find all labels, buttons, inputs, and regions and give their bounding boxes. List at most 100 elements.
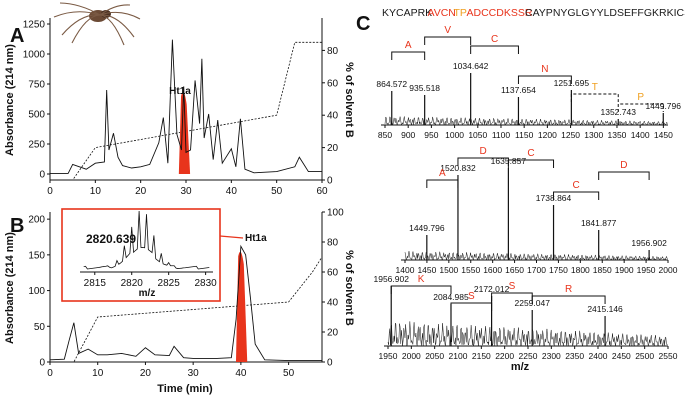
peak-label: Ht1a [245,233,267,244]
x-tick-label: 1950 [379,351,398,361]
inset-x-tick-label: 2815 [84,278,107,289]
spider-leg [59,2,101,16]
ms-inset: 2815 2820 2825 2830 m/z 2820.639 [61,208,221,302]
y-tick-label: 1000 [23,50,46,61]
ladder-residue-label: T [592,82,598,93]
spider-leg [71,14,101,44]
ladder-residue-label: V [444,25,451,36]
ladder-bracket [391,51,426,60]
x-tick-label: 850 [378,130,392,140]
y2-tick-label: 60 [327,268,339,279]
panel-label-c: C [356,13,370,35]
x-tick-label: 1850 [593,265,612,275]
x-tick-label: 2500 [635,351,654,361]
x-axis-label: m/z [511,361,530,373]
x-tick-label: 0 [47,368,53,379]
peak-label: 2172.012 [474,284,510,294]
ladder-bracket [570,93,619,102]
peak-label: 1956.902 [373,274,409,284]
peak-label: 864.572 [376,79,407,89]
x-tick-label: 2550 [659,351,678,361]
ladder-residue-label: P [637,92,644,103]
ladder-residue-label: K [418,274,425,285]
inset-x-tick-label: 2825 [158,278,181,289]
sequence-segment: CAYPNYGLGYYLDSEFFGKRKICSWRL [525,7,685,19]
x-tick-label: 10 [92,368,104,379]
y-tick-label: 500 [28,110,45,121]
y2-axis-label: % of solvent B [343,250,355,326]
x-tick-label: 50 [283,368,295,379]
x-tick-label: 2400 [589,351,608,361]
panel-b: 0 50 100 150 200 0 10 20 30 40 50 0 20 40 60 80 100 BAbso… [4,208,355,396]
ht1a-peak [178,91,191,174]
peak-label: 2415.146 [587,304,623,314]
x-tick-label: 2350 [565,351,584,361]
ladder-residue-label: C [527,148,534,159]
baseline-noise [404,251,668,261]
panel-label-b: B [10,215,24,237]
peak-label: 1841.877 [581,218,617,228]
ladder-residue-label: C [572,180,579,191]
ladder-bracket [531,295,606,304]
ladder-residue-label: N [541,64,548,75]
x-tick-label: 1950 [637,265,656,275]
x-tick-label: 1000 [445,130,464,140]
ladder-bracket [470,45,519,54]
ht1a-peak [235,251,248,362]
ladder-bracket [424,36,472,45]
inset-spectrum [83,210,210,270]
y-tick-label: 0 [39,358,45,369]
ms-spectrum-3: 1950 2000 2050 2100 2150 2200 2250 2300 2350 2400… [373,274,677,361]
x-tick-label: 2300 [542,351,561,361]
baseline-noise [387,321,668,347]
inset-x-tick-label: 2820 [121,278,144,289]
x-tick-label: 1100 [492,130,511,140]
y2-tick-label: 80 [327,46,339,57]
x-tick-label: 1450 [417,265,436,275]
x-tick-label: 1300 [584,130,603,140]
peak-label: 1520.832 [440,163,476,173]
ladder-bracket [450,302,493,311]
x-tick-label: 900 [401,130,415,140]
y2-tick-label: 40 [327,298,339,309]
x-tick-label: 2050 [425,351,444,361]
y-tick-label: 1250 [23,20,46,31]
y-axis-label: Absorbance (214 nm) [4,44,16,156]
x-tick-label: 40 [235,368,247,379]
ladder-residue-label: A [439,168,446,179]
ladder-bracket [553,191,600,200]
x-tick-label: 40 [226,186,238,197]
y-axis-label: Absorbance (214 nm) [4,232,16,344]
x-tick-label: 1500 [439,265,458,275]
ladder-residue-label: R [565,284,572,295]
y-tick-label: 0 [39,170,45,181]
x-tick-label: 10 [90,186,102,197]
x-tick-label: 1200 [538,130,557,140]
x-tick-label: 2100 [449,351,468,361]
ladder-residue-label: S [509,281,516,292]
x-tick-label: 1700 [527,265,546,275]
y2-tick-label: 20 [327,328,339,339]
x-tick-label: 30 [188,368,200,379]
y2-tick-label: 80 [327,238,339,249]
peak-label: 1137.654 [501,85,536,95]
x-tick-label: 2200 [495,351,514,361]
y-tick-label: 150 [28,250,45,261]
x-tick-label: 1750 [549,265,568,275]
sequence-segment: ADCCDKSSR [467,7,533,19]
y2-tick-label: 100 [327,208,344,219]
y2-tick-label: 0 [327,176,333,187]
peak-label: 1034.642 [453,61,489,71]
ladder-bracket [598,171,650,180]
x-tick-label: 1600 [483,265,502,275]
x-tick-label: 2150 [472,351,491,361]
y2-tick-label: 20 [327,143,339,154]
x-tick-label: 1400 [396,265,415,275]
y2-tick-label: 40 [327,111,339,122]
inset-x-tick-label: 2830 [194,278,217,289]
peak-label: 2084.985 [433,292,469,302]
ladder-bracket [426,179,459,188]
x-tick-label: 1050 [468,130,487,140]
ladder-bracket [507,159,555,168]
